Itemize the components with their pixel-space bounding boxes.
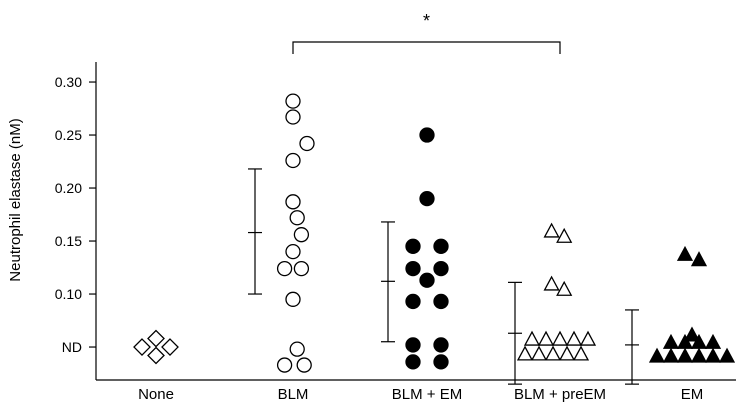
data-point [433,354,449,370]
data-point [676,245,694,261]
y-tick-label: 0.30 [55,74,82,90]
data-point [556,227,573,243]
data-point [419,272,435,288]
data-point [530,345,548,361]
data-point [558,345,576,361]
data-point [147,346,165,365]
data-point [299,135,315,152]
data-point [133,338,151,356]
data-point [544,345,562,361]
x-tick-label: None [138,386,174,402]
data-points [133,93,736,373]
data-point [704,347,722,363]
data-point [543,222,560,238]
data-point [293,260,310,277]
data-point [147,329,165,348]
data-point [405,238,421,254]
x-tick-label: EM [681,386,704,402]
data-point [285,93,301,109]
y-tick-label: 0.20 [55,180,82,196]
data-point [572,345,590,361]
data-point [648,347,666,363]
y-axis-label: Neutrophil elastase (nM) [7,118,24,281]
significance-asterisk: * [423,11,430,31]
x-tick-label: BLM + preEM [514,386,606,402]
data-point [433,337,449,353]
data-point [433,293,449,310]
data-point [293,227,310,243]
data-point [579,330,597,346]
data-point [285,194,301,210]
data-point [289,341,305,357]
data-point [405,337,421,353]
data-point [285,243,301,260]
data-point [433,260,449,277]
data-point [718,347,736,363]
significance-line [292,41,561,54]
significance-bracket: * [292,11,561,54]
data-point [543,275,560,291]
data-point [662,347,680,363]
data-point [405,260,421,277]
x-axis-labels: None BLM BLM + EM BLM + preEM EM [138,386,703,402]
data-point [285,152,301,169]
data-point [523,330,541,346]
y-tick-label: ND [62,339,82,355]
data-point [276,357,293,373]
data-point [551,330,569,346]
y-ticks: ND 0.10 0.15 0.20 0.25 0.30 [55,74,96,355]
data-point [405,354,421,370]
data-point [276,260,293,277]
y-tick-label: 0.10 [55,286,82,302]
y-tick-label: 0.15 [55,233,82,249]
data-point [296,357,312,373]
data-point [289,210,305,226]
data-point [161,338,179,356]
y-axis: ND 0.10 0.15 0.20 0.25 0.30 [55,62,97,380]
x-tick-label: BLM [278,386,309,402]
data-point [676,347,694,363]
data-point [556,280,573,296]
data-point [516,345,534,361]
data-point [662,333,680,349]
data-point [704,333,722,349]
data-point [419,127,435,143]
data-point [285,109,301,125]
data-point [537,330,555,346]
data-point [683,326,701,342]
data-point [433,238,449,254]
x-tick-label: BLM + EM [392,386,462,402]
data-point [565,330,583,346]
data-point [419,190,435,207]
data-point [285,291,301,307]
data-point [405,293,421,310]
data-point [690,251,708,267]
mean-sd-bars [248,168,639,385]
data-point [690,347,708,363]
y-tick-label: 0.25 [55,127,82,143]
